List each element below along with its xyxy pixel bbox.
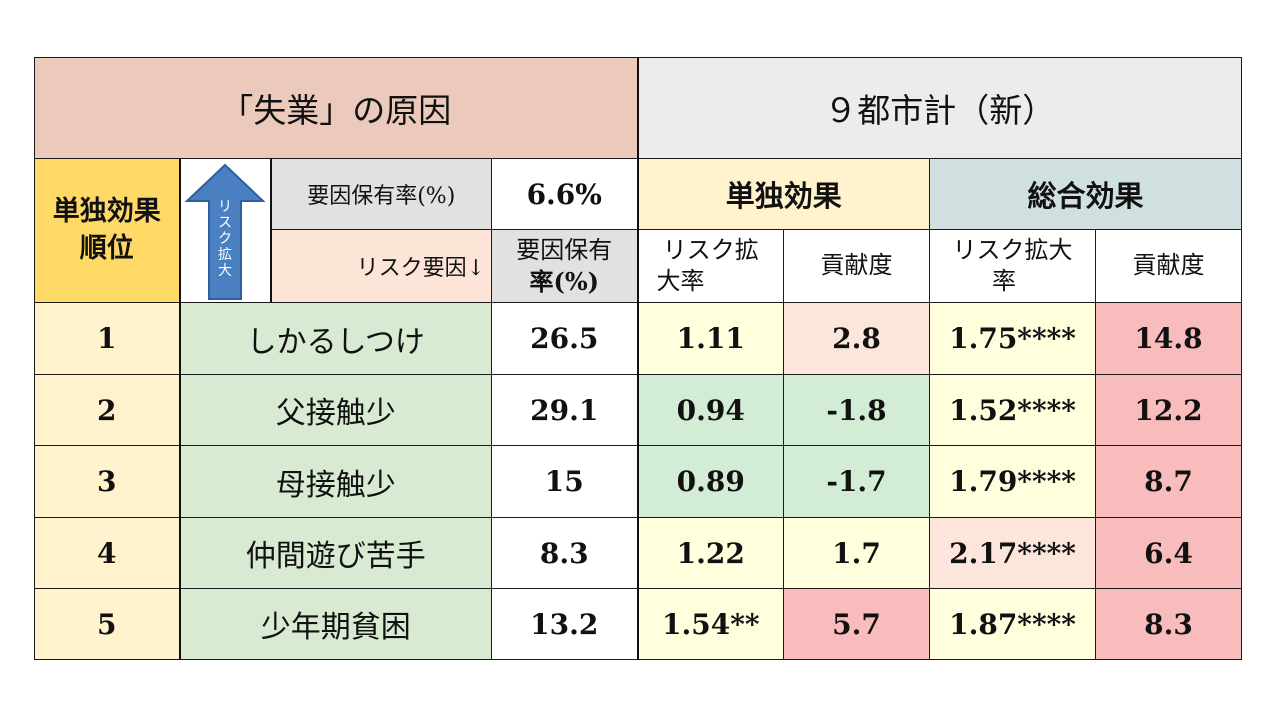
arrow-char: ク — [218, 230, 232, 247]
single-contrib-cell: 1.7 — [783, 517, 930, 589]
col-single-contrib-text: 貢献度 — [820, 251, 893, 280]
arrow-char: リ — [218, 198, 232, 215]
title-nine-cities: ９都市計（新） — [637, 57, 1242, 159]
col-total-contrib-header: 貢献度 — [1095, 229, 1242, 303]
single-contrib-cell: -1.7 — [783, 445, 930, 518]
total-effect-header: 総合効果 — [929, 158, 1242, 230]
total-contrib-cell: 12.2 — [1095, 374, 1242, 446]
col-total-contrib-text: 貢献度 — [1132, 251, 1205, 280]
single-contrib-cell: 5.7 — [783, 588, 930, 660]
col-total-risk-header: リスク拡大 率 — [929, 229, 1096, 303]
single-risk-cell: 1.11 — [637, 302, 784, 375]
arrow-char: ス — [218, 214, 232, 231]
factor-cell: 少年期貧困 — [178, 588, 492, 660]
rank-cell: 4 — [34, 517, 180, 589]
col-total-risk-line1: リスク拡大 — [952, 235, 1073, 264]
prevalence-cell: 29.1 — [491, 374, 639, 446]
risk-factor-table: 「失業」の原因 ９都市計（新） 単独効果 順位 リ ス ク — [34, 57, 1242, 660]
arrow-char: 大 — [218, 262, 232, 279]
table-row: 2 父接触少 29.1 0.94 -1.8 1.52**** 12.2 — [34, 374, 1242, 446]
rank-cell: 1 — [34, 302, 180, 375]
prevalence-cell: 8.3 — [491, 517, 639, 589]
title-right-text: ９都市計（新） — [824, 91, 1056, 130]
col-single-risk-line2: 大率 — [656, 267, 705, 295]
total-contrib-cell: 8.7 — [1095, 445, 1242, 518]
factor-cell: 仲間遊び苦手 — [178, 517, 492, 589]
rank-label-line2: 順位 — [79, 232, 134, 264]
prevalence-value: 6.6% — [491, 158, 639, 230]
total-contrib-cell: 6.4 — [1095, 517, 1242, 589]
factor-cell: しかるしつけ — [178, 302, 492, 375]
arrow-up-icon — [184, 163, 266, 300]
total-effect-text: 総合効果 — [1027, 179, 1144, 213]
single-contrib-cell: -1.8 — [783, 374, 930, 446]
total-risk-cell: 1.75**** — [929, 302, 1096, 375]
title-left-text: 「失業」の原因 — [220, 91, 452, 130]
single-risk-cell: 0.94 — [637, 374, 784, 446]
table-row: 1 しかるしつけ 26.5 1.11 2.8 1.75**** 14.8 — [34, 302, 1242, 375]
arrow-char: 拡 — [218, 246, 232, 263]
table-row: 3 母接触少 15 0.89 -1.7 1.79**** 8.7 — [34, 445, 1242, 518]
col-prevalence-line2: 率(%) — [529, 267, 599, 296]
total-risk-cell: 1.52**** — [929, 374, 1096, 446]
prevalence-label: 要因保有率(%) — [270, 158, 492, 230]
arrow-label: リ ス ク 拡 大 — [211, 199, 239, 279]
single-contrib-cell: 2.8 — [783, 302, 930, 375]
col-prevalence-line1: 要因保有 — [516, 235, 613, 264]
risk-up-arrow: リ ス ク 拡 大 — [183, 161, 267, 301]
factor-cell: 父接触少 — [178, 374, 492, 446]
rank-label-line1: 単独効果 — [52, 196, 161, 228]
single-effect-text: 単独効果 — [725, 179, 842, 213]
single-risk-cell: 0.89 — [637, 445, 784, 518]
col-single-contrib-header: 貢献度 — [783, 229, 930, 303]
total-risk-cell: 2.17**** — [929, 517, 1096, 589]
rank-header: 単独効果 順位 — [34, 158, 180, 303]
table-row: 5 少年期貧困 13.2 1.54** 5.7 1.87**** 8.3 — [34, 588, 1242, 660]
prevalence-cell: 15 — [491, 445, 639, 518]
single-risk-cell: 1.54** — [637, 588, 784, 660]
table-row: 4 仲間遊び苦手 8.3 1.22 1.7 2.17**** 6.4 — [34, 517, 1242, 589]
total-risk-cell: 1.79**** — [929, 445, 1096, 518]
rank-cell: 3 — [34, 445, 180, 518]
prevalence-cell: 13.2 — [491, 588, 639, 660]
rank-cell: 5 — [34, 588, 180, 660]
total-contrib-cell: 14.8 — [1095, 302, 1242, 375]
col-prevalence-header: 要因保有 率(%) — [491, 229, 639, 303]
prevalence-label-text: 要因保有率(%) — [307, 184, 456, 209]
factor-cell: 母接触少 — [178, 445, 492, 518]
col-total-risk-line2: 率 — [992, 267, 1016, 295]
total-risk-cell: 1.87**** — [929, 588, 1096, 660]
rank-cell: 2 — [34, 374, 180, 446]
col-single-risk-line1: リスク拡 — [662, 235, 759, 264]
single-effect-header: 単独効果 — [637, 158, 930, 230]
risk-arrow-cell: リ ス ク 拡 大 — [178, 158, 272, 303]
col-single-risk-header: リスク拡 大率 — [637, 229, 784, 303]
risk-factor-label-text: リスク要因↓ — [356, 256, 485, 281]
title-unemployment-cause: 「失業」の原因 — [34, 57, 639, 159]
prevalence-cell: 26.5 — [491, 302, 639, 375]
total-contrib-cell: 8.3 — [1095, 588, 1242, 660]
risk-factor-label: リスク要因↓ — [270, 229, 492, 303]
prevalence-value-text: 6.6% — [526, 177, 602, 211]
single-risk-cell: 1.22 — [637, 517, 784, 589]
